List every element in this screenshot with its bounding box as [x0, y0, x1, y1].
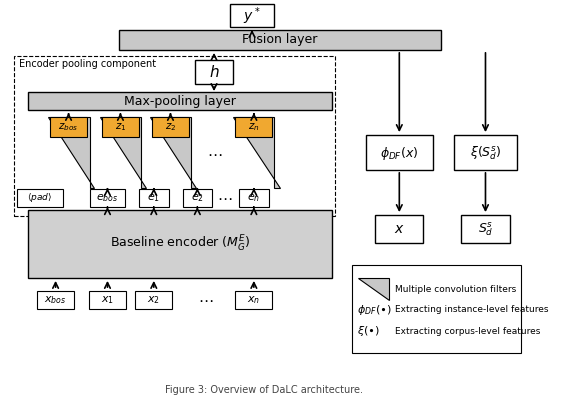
Polygon shape	[100, 117, 146, 188]
FancyBboxPatch shape	[90, 189, 125, 207]
Text: $e_1$: $e_1$	[147, 192, 160, 204]
FancyBboxPatch shape	[37, 291, 74, 309]
Polygon shape	[150, 117, 196, 188]
Text: Max-pooling layer: Max-pooling layer	[124, 95, 235, 107]
Text: $x_2$: $x_2$	[147, 294, 160, 306]
FancyBboxPatch shape	[235, 117, 272, 137]
FancyBboxPatch shape	[139, 189, 169, 207]
Text: Figure 3: Overview of DaLC architecture.: Figure 3: Overview of DaLC architecture.	[165, 385, 363, 395]
FancyBboxPatch shape	[235, 291, 272, 309]
Polygon shape	[48, 117, 94, 188]
FancyBboxPatch shape	[182, 189, 212, 207]
Text: $x_1$: $x_1$	[101, 294, 114, 306]
FancyBboxPatch shape	[50, 117, 87, 137]
Text: $\langle pad \rangle$: $\langle pad \rangle$	[27, 191, 52, 204]
Text: $x_{bos}$: $x_{bos}$	[44, 294, 67, 306]
Text: $\xi(\bullet)$: $\xi(\bullet)$	[357, 324, 380, 338]
FancyBboxPatch shape	[230, 4, 274, 27]
FancyBboxPatch shape	[102, 117, 139, 137]
Text: $S_d^s$: $S_d^s$	[478, 220, 493, 238]
Text: Baseline encoder ($M_G^E$): Baseline encoder ($M_G^E$)	[109, 234, 250, 254]
Text: $\cdots$: $\cdots$	[198, 293, 213, 308]
Text: $e_{bos}$: $e_{bos}$	[96, 192, 119, 204]
FancyBboxPatch shape	[366, 135, 433, 170]
FancyBboxPatch shape	[461, 215, 510, 243]
Text: $\phi_{DF}(\bullet)$: $\phi_{DF}(\bullet)$	[357, 303, 392, 317]
FancyBboxPatch shape	[352, 265, 520, 353]
Text: $\xi(S_d^s)$: $\xi(S_d^s)$	[470, 144, 501, 162]
Text: $\cdots$: $\cdots$	[207, 146, 223, 160]
Text: $z_n$: $z_n$	[248, 121, 260, 133]
Polygon shape	[234, 117, 279, 188]
Text: $z_{bos}$: $z_{bos}$	[59, 121, 79, 133]
FancyBboxPatch shape	[17, 189, 63, 207]
FancyBboxPatch shape	[194, 60, 234, 84]
FancyBboxPatch shape	[89, 291, 126, 309]
Text: $h$: $h$	[209, 64, 219, 80]
FancyBboxPatch shape	[135, 291, 172, 309]
Text: $x$: $x$	[394, 222, 405, 236]
FancyBboxPatch shape	[239, 189, 268, 207]
FancyBboxPatch shape	[119, 30, 441, 50]
Text: $\cdots$: $\cdots$	[217, 191, 233, 206]
FancyBboxPatch shape	[28, 92, 332, 110]
Text: $e_n$: $e_n$	[247, 192, 260, 204]
Text: Encoder pooling component: Encoder pooling component	[19, 59, 156, 69]
Text: Multiple convolution filters: Multiple convolution filters	[394, 284, 516, 293]
Polygon shape	[357, 278, 389, 300]
FancyBboxPatch shape	[375, 215, 424, 243]
FancyBboxPatch shape	[454, 135, 517, 170]
Text: Fusion layer: Fusion layer	[242, 33, 317, 47]
Text: Extracting corpus-level features: Extracting corpus-level features	[394, 326, 540, 335]
FancyBboxPatch shape	[28, 210, 332, 278]
Text: $e_2$: $e_2$	[191, 192, 204, 204]
Text: $\phi_{DF}(x)$: $\phi_{DF}(x)$	[380, 144, 418, 162]
Text: $x_n$: $x_n$	[247, 294, 260, 306]
Text: $y^*$: $y^*$	[243, 5, 261, 27]
Text: Extracting instance-level features: Extracting instance-level features	[394, 306, 548, 315]
FancyBboxPatch shape	[152, 117, 189, 137]
Text: $z_2$: $z_2$	[165, 121, 176, 133]
Text: $z_1$: $z_1$	[115, 121, 126, 133]
